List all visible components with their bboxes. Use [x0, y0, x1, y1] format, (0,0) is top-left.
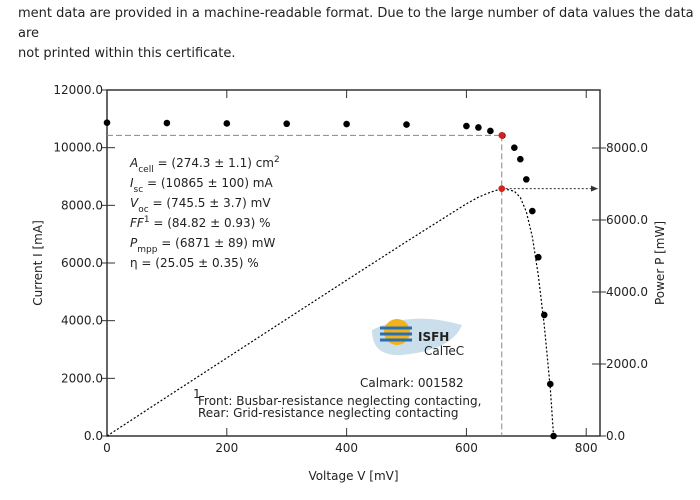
x-tick-label: 200 — [215, 441, 238, 455]
parameter-part: cell — [138, 165, 154, 175]
footnote: Rear: Grid-resistance neglecting contact… — [198, 406, 458, 420]
parameter-part: P — [130, 236, 138, 250]
current-point — [163, 119, 171, 127]
parameter: Voc = (745.5 ± 3.7) mV — [130, 196, 271, 215]
parameter-part: A — [129, 156, 138, 170]
y2-tick-label: 6000.0 — [606, 213, 648, 227]
parameter: Acell = (274.3 ± 1.1) cm2 — [129, 155, 280, 175]
text-line: not printed within this certificate. — [18, 46, 236, 61]
mpp-point — [498, 185, 506, 192]
y-tick-label: 12000.0 — [53, 83, 103, 97]
current-point — [517, 155, 524, 163]
power-line — [106, 187, 555, 437]
parameter: Pmpp = (6871 ± 89) mW — [130, 236, 275, 255]
mpp-arrow — [591, 185, 598, 192]
y-tick-label: 2000.0 — [61, 371, 103, 385]
parameter: η = (25.05 ± 0.35) % — [130, 256, 259, 270]
parameter-part: I — [130, 176, 134, 190]
parameter-part: η = (25.05 ± 0.35) % — [130, 256, 259, 270]
parameter-part: = (6871 ± 89) mW — [157, 236, 275, 250]
mpp-point — [498, 132, 506, 139]
y-axis-label: Current I [mA] — [31, 220, 45, 306]
x-tick-label: 600 — [455, 441, 478, 455]
parameter-part: V — [130, 196, 139, 210]
parameter-part: 2 — [274, 155, 280, 165]
x-tick-label: 400 — [335, 441, 358, 455]
logo-name: ISFH — [418, 330, 449, 344]
x-tick-label: 0 — [103, 441, 111, 455]
footnote: Front: Busbar-resistance neglecting cont… — [198, 394, 481, 408]
parameter: Isc = (10865 ± 100) mA — [130, 176, 274, 195]
current-point — [535, 253, 542, 261]
x-axis-label: Voltage V [mV] — [308, 469, 398, 483]
y-tick-label: 10000.0 — [53, 141, 103, 155]
parameter-part: sc — [134, 185, 144, 195]
current-point — [523, 176, 530, 183]
current-point — [511, 144, 518, 151]
current-point — [343, 120, 350, 128]
parameter-part: oc — [138, 205, 149, 215]
y-tick-label: 0.0 — [84, 429, 103, 443]
current-point — [475, 124, 482, 131]
y2-tick-label: 8000.0 — [606, 141, 648, 155]
parameter-part: = (10865 ± 100) mA — [143, 176, 273, 190]
parameter-part: = (84.82 ± 0.93) % — [150, 216, 271, 230]
current-point — [103, 119, 111, 127]
parameter-part: = (274.3 ± 1.1) cm — [154, 156, 274, 170]
calmark: Calmark: 001582 — [360, 376, 464, 390]
current-point — [540, 311, 548, 319]
parameter-part: mpp — [137, 245, 157, 255]
y2-axis-label: Power P [mW] — [653, 221, 667, 305]
parameter-part: = (745.5 ± 3.7) mV — [149, 196, 272, 210]
y2-tick-label: 4000.0 — [606, 285, 648, 299]
current-point — [487, 127, 494, 135]
parameter: FF1 = (84.82 ± 0.93) % — [130, 215, 271, 230]
current-point — [223, 120, 231, 127]
current-point — [283, 120, 291, 128]
logo — [372, 318, 462, 356]
parameter-part: FF — [130, 216, 145, 230]
y2-tick-label: 0.0 — [606, 429, 625, 443]
current-point — [529, 207, 536, 215]
footnote-mark: 1 — [193, 387, 201, 401]
y-tick-label: 4000.0 — [61, 314, 103, 328]
x-tick-label: 800 — [575, 441, 598, 455]
y-tick-label: 8000.0 — [61, 198, 103, 212]
current-point — [403, 121, 410, 128]
y-tick-label: 6000.0 — [61, 256, 103, 270]
logo-sub: CalTeC — [424, 344, 464, 358]
document-text: ment data are provided in a machine-read… — [18, 4, 700, 64]
parameter-part: 1 — [144, 215, 150, 225]
current-point — [463, 122, 470, 130]
y2-tick-label: 2000.0 — [606, 357, 648, 371]
text-line: ment data are provided in a machine-read… — [18, 6, 694, 41]
